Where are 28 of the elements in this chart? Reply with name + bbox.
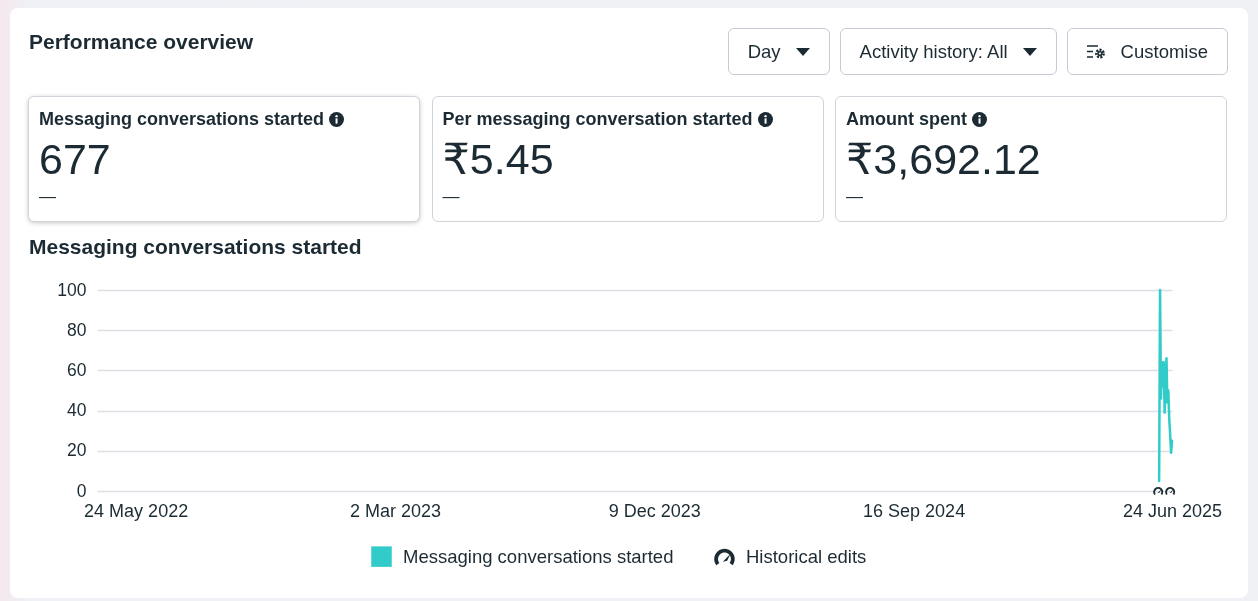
text: Performance overview <box>29 29 254 55</box>
x-tick-label: 24 Jun 2025 <box>1122 500 1223 521</box>
text: — <box>442 187 460 207</box>
dropdown-button[interactable]: Day <box>727 28 830 75</box>
button[interactable]: Customise <box>1066 28 1228 75</box>
x-tick-label: 2 Mar 2023 <box>349 500 441 521</box>
legend-label: Messaging conversations started <box>403 545 674 567</box>
dropdown-button[interactable]: Activity history: All <box>839 28 1057 75</box>
y-tick-label: 40 <box>67 400 87 421</box>
y-tick-label: 60 <box>67 359 87 380</box>
text: Per messaging conversation started <box>442 109 753 130</box>
text: ₹3,692.12 <box>846 134 1041 184</box>
y-tick-label: 80 <box>67 319 87 340</box>
y-tick-label: 100 <box>57 279 87 300</box>
text: 677 <box>39 134 111 184</box>
legend-label: Historical edits <box>746 546 867 567</box>
text: Messaging conversations started <box>39 109 325 130</box>
line-series <box>1157 288 1174 483</box>
text: Amount spent <box>846 109 967 130</box>
text: ₹5.45 <box>442 134 554 184</box>
x-tick-label: 24 May 2022 <box>84 500 189 521</box>
y-tick-label: 20 <box>67 440 87 461</box>
x-tick-label: 16 Sep 2024 <box>863 500 966 521</box>
y-tick-label: 0 <box>76 480 87 501</box>
chart-title: Messaging conversations started <box>29 234 362 260</box>
text: — <box>39 187 56 207</box>
text: — <box>846 187 863 207</box>
x-tick-label: 9 Dec 2023 <box>608 500 701 521</box>
